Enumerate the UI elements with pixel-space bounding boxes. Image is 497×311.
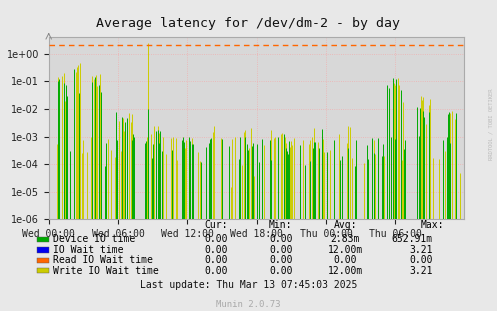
Text: 0.00: 0.00 xyxy=(269,245,293,255)
Text: Munin 2.0.73: Munin 2.0.73 xyxy=(216,300,281,309)
Text: Device IO time: Device IO time xyxy=(53,234,135,244)
Text: 0.00: 0.00 xyxy=(269,234,293,244)
Text: 0.00: 0.00 xyxy=(204,266,228,276)
Text: 0.00: 0.00 xyxy=(269,266,293,276)
Text: RRDTOOL / TOBI OETIKER: RRDTOOL / TOBI OETIKER xyxy=(489,89,494,160)
Text: Cur:: Cur: xyxy=(204,220,228,230)
Text: Avg:: Avg: xyxy=(333,220,357,230)
Text: Last update: Thu Mar 13 07:45:03 2025: Last update: Thu Mar 13 07:45:03 2025 xyxy=(140,280,357,290)
Y-axis label: seconds: seconds xyxy=(0,108,1,149)
Text: 0.00: 0.00 xyxy=(333,255,357,265)
Text: Average latency for /dev/dm-2 - by day: Average latency for /dev/dm-2 - by day xyxy=(96,17,401,30)
Text: Write IO Wait time: Write IO Wait time xyxy=(53,266,159,276)
Text: Max:: Max: xyxy=(420,220,444,230)
Text: 12.00m: 12.00m xyxy=(328,266,363,276)
Text: IO Wait time: IO Wait time xyxy=(53,245,123,255)
Text: 0.00: 0.00 xyxy=(204,245,228,255)
Text: 0.00: 0.00 xyxy=(269,255,293,265)
Text: 3.21: 3.21 xyxy=(409,266,432,276)
Text: 0.00: 0.00 xyxy=(204,255,228,265)
Text: 3.21: 3.21 xyxy=(409,245,432,255)
Text: 652.91m: 652.91m xyxy=(391,234,432,244)
Text: 0.00: 0.00 xyxy=(409,255,432,265)
Text: 0.00: 0.00 xyxy=(204,234,228,244)
Text: 2.83m: 2.83m xyxy=(331,234,360,244)
Text: Min:: Min: xyxy=(269,220,293,230)
Text: Read IO Wait time: Read IO Wait time xyxy=(53,255,153,265)
Text: 12.00m: 12.00m xyxy=(328,245,363,255)
